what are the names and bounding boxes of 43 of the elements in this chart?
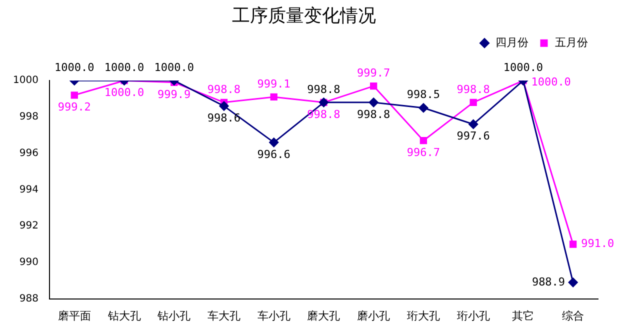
data-label: 999.1 (257, 77, 290, 90)
data-label: 998.8 (307, 82, 340, 96)
data-label: 996.7 (406, 146, 440, 159)
data-label: 998.6 (207, 111, 241, 124)
y-tick-label: 1000 (12, 75, 38, 86)
data-label: 998.8 (456, 82, 490, 96)
x-tick-label: 车大孔 (207, 309, 240, 322)
legend-label: 四月份 (496, 36, 528, 49)
data-label: 998.8 (307, 108, 340, 121)
data-label: 999.7 (357, 66, 390, 80)
x-tick-label: 珩小孔 (456, 309, 490, 322)
data-label: 998.5 (406, 88, 440, 102)
data-label: 999.9 (158, 88, 191, 101)
data-label: 997.6 (456, 130, 490, 143)
y-tick-label: 990 (19, 257, 38, 268)
x-tick-label: 磨大孔 (307, 309, 340, 322)
y-tick-label: 994 (19, 184, 38, 196)
x-tick-label: 车小孔 (257, 309, 290, 322)
data-label: 1000.0 (503, 60, 544, 74)
legend-label: 五月份 (555, 36, 588, 49)
data-label: 996.6 (257, 148, 290, 161)
x-tick-label: 钻小孔 (156, 309, 191, 322)
data-label: 1000.0 (104, 86, 144, 99)
x-tick-label: 磨小孔 (357, 309, 390, 322)
data-label: 998.8 (207, 82, 241, 96)
y-tick-label: 992 (19, 220, 38, 232)
data-label: 1000.0 (104, 60, 144, 74)
data-label: 1000.0 (154, 60, 194, 74)
data-label: 999.2 (58, 100, 91, 114)
x-tick-label: 其它 (512, 309, 534, 322)
data-label: 991.0 (581, 237, 614, 250)
data-label: 1000.0 (54, 60, 94, 74)
x-tick-label: 磨平面 (58, 309, 91, 322)
y-tick-label: 998 (19, 112, 38, 123)
x-tick-label: 珩大孔 (406, 309, 440, 322)
data-label: 1000.0 (531, 75, 571, 88)
x-tick-label: 钻大孔 (106, 309, 141, 322)
data-label: 998.8 (357, 108, 390, 121)
chart-title: 工序质量变化情况 (232, 5, 376, 26)
y-tick-label: 996 (19, 148, 38, 159)
y-tick-label: 988 (19, 293, 38, 304)
x-tick-label: 综合 (562, 309, 584, 322)
data-label: 988.9 (532, 275, 566, 288)
